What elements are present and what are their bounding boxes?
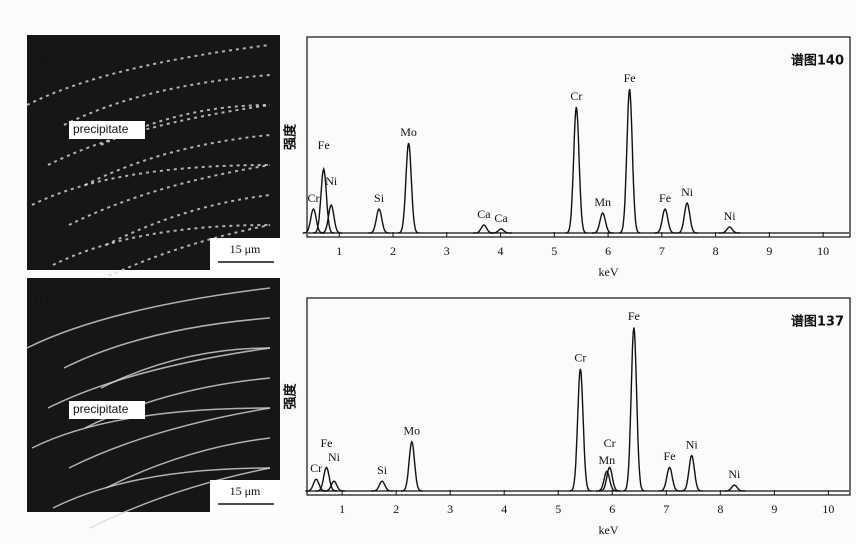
y-axis-label: 强度 (283, 123, 299, 150)
peak-label: Cr (574, 351, 586, 365)
spectrum-title: 谱图140 (791, 53, 844, 69)
annotation: precipitate (73, 402, 129, 416)
x-tick-label: 9 (771, 502, 777, 516)
peak-label: Fe (318, 138, 330, 152)
x-tick-label: 1 (336, 244, 342, 258)
scale-bar-label: 15 μm (230, 242, 261, 256)
x-tick-label: 8 (713, 244, 719, 258)
peak-label: Ca (477, 207, 491, 221)
x-tick-label: 10 (822, 502, 834, 516)
peak-label: Cr (604, 436, 616, 450)
x-tick-label: 6 (609, 502, 615, 516)
panel-label: (b) (35, 292, 49, 306)
x-tick-label: 9 (766, 244, 772, 258)
figure: (a) precipitate 15 μm 谱图140 强度 keV 1 2 3 4 5 6 7 8 9 10… (0, 0, 856, 544)
peak-label: Fe (320, 436, 332, 450)
peak-label: Mn (599, 453, 616, 467)
peak-label: Fe (664, 449, 676, 463)
x-axis-label: keV (599, 265, 619, 279)
x-tick-label: 3 (447, 502, 453, 516)
peak-label: Cr (310, 461, 322, 475)
x-tick-label: 4 (501, 502, 507, 516)
peak-label: Mo (400, 125, 417, 139)
peak-label: Ni (325, 174, 338, 188)
peak-label: Si (377, 463, 388, 477)
x-tick-label: 3 (444, 244, 450, 258)
peak-label: Ca (494, 211, 508, 225)
x-tick-label: 6 (605, 244, 611, 258)
x-tick-label: 2 (390, 244, 396, 258)
peak-label: Ni (728, 467, 741, 481)
annotation: precipitate (73, 122, 129, 136)
peak-label: Ni (724, 209, 737, 223)
peak-label: Fe (659, 191, 671, 205)
x-tick-label: 8 (717, 502, 723, 516)
x-axis-label: keV (599, 523, 619, 537)
peak-label: Si (374, 191, 385, 205)
peak-label: Ni (681, 185, 694, 199)
peak-label: Mn (594, 195, 611, 209)
y-axis-label: 强度 (283, 383, 299, 410)
peak-label: Cr (307, 191, 319, 205)
peak-label: Ni (328, 450, 341, 464)
x-tick-label: 2 (393, 502, 399, 516)
x-tick-label: 5 (551, 244, 557, 258)
x-tick-label: 7 (659, 244, 665, 258)
panel-label: (a) (35, 49, 48, 63)
x-tick-label: 1 (339, 502, 345, 516)
x-tick-label: 5 (555, 502, 561, 516)
peak-label: Mo (403, 424, 420, 438)
x-tick-label: 4 (498, 244, 504, 258)
scale-bar-label: 15 μm (230, 484, 261, 498)
peak-label: Ni (686, 437, 699, 451)
peak-label: Fe (628, 309, 640, 323)
peak-label: Cr (570, 89, 582, 103)
x-tick-label: 10 (817, 244, 829, 258)
peak-label: Fe (624, 71, 636, 85)
x-tick-label: 7 (663, 502, 669, 516)
spectrum-title: 谱图137 (791, 314, 844, 330)
